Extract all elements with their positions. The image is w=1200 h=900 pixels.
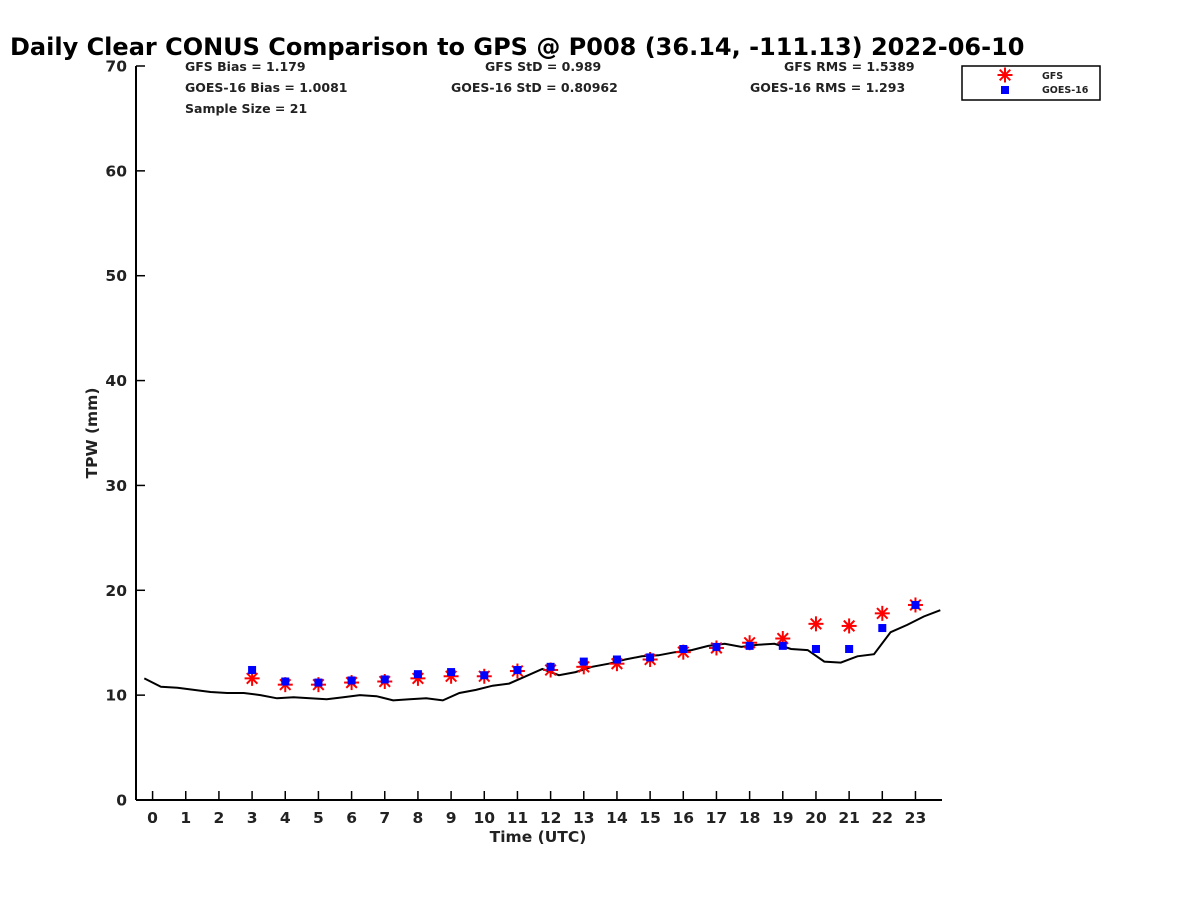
- x-axis-label: Time (UTC): [490, 828, 587, 846]
- x-tick-label: 0: [147, 809, 158, 827]
- goes-point: [646, 653, 655, 662]
- x-tick-label: 16: [672, 809, 694, 827]
- x-tick-label: 2: [214, 809, 225, 827]
- sample-size-stat: Sample Size = 21: [185, 101, 307, 116]
- goes-point: [911, 600, 920, 609]
- y-tick-label: 0: [116, 792, 127, 810]
- goes-point: [811, 645, 820, 654]
- goes-point: [579, 657, 588, 666]
- gfs-rms-stat: GFS RMS = 1.5389: [784, 59, 915, 74]
- goes-point: [745, 641, 754, 650]
- goes-point: [712, 642, 721, 651]
- goes-point: [413, 670, 422, 679]
- goes-bias-stat: GOES-16 Bias = 1.0081: [185, 80, 347, 95]
- gfs-std-stat: GFS StD = 0.989: [485, 59, 601, 74]
- x-tick-label: 3: [247, 809, 258, 827]
- x-tick-label: 17: [706, 809, 728, 827]
- goes-point: [612, 655, 621, 664]
- goes-point: [546, 662, 555, 671]
- goes-point: [447, 668, 456, 677]
- goes-point: [513, 665, 522, 674]
- gps-line: [143, 609, 941, 702]
- x-tick-label: 8: [413, 809, 424, 827]
- y-tick-label: 10: [105, 687, 127, 705]
- x-tick-label: 23: [905, 809, 927, 827]
- goes-point: [347, 676, 356, 685]
- gfs-point: [841, 618, 857, 634]
- legend-goes-label: GOES-16: [1042, 85, 1089, 96]
- y-tick-label: 70: [105, 58, 127, 76]
- stats-block: GFS Bias = 1.179 GOES-16 Bias = 1.0081 S…: [185, 59, 915, 116]
- goes-point: [778, 641, 787, 650]
- x-tick-label: 18: [739, 809, 761, 827]
- legend-gfs-label: GFS: [1042, 71, 1063, 82]
- gfs-point: [874, 605, 890, 621]
- x-tick-label: 6: [346, 809, 357, 827]
- gfs-point: [808, 616, 824, 632]
- y-tick-label: 30: [105, 477, 127, 495]
- x-tick-label: 9: [446, 809, 457, 827]
- x-tick-label: 4: [280, 809, 291, 827]
- x-tick-label: 5: [313, 809, 324, 827]
- goes-point: [314, 678, 323, 687]
- goes-rms-stat: GOES-16 RMS = 1.293: [750, 80, 905, 95]
- x-tick-label: 14: [606, 809, 628, 827]
- x-tick-label: 21: [838, 809, 860, 827]
- x-tick-label: 11: [507, 809, 529, 827]
- y-tick-label: 40: [105, 372, 127, 390]
- goes-point: [679, 645, 688, 654]
- goes-point: [480, 671, 489, 680]
- gfs-bias-stat: GFS Bias = 1.179: [185, 59, 306, 74]
- chart-title: Daily Clear CONUS Comparison to GPS @ P0…: [10, 33, 1024, 61]
- x-tick-label: 12: [540, 809, 562, 827]
- x-tick-label: 13: [573, 809, 595, 827]
- x-tick-label: 20: [805, 809, 827, 827]
- legend-gfs-marker: [997, 67, 1013, 83]
- x-tick-label: 7: [379, 809, 390, 827]
- legend: GFS GOES-16: [961, 65, 1101, 101]
- goes-point: [248, 665, 257, 674]
- goes-point: [878, 624, 887, 633]
- x-tick-label: 19: [772, 809, 794, 827]
- goes-point: [281, 677, 290, 686]
- x-tick-label: 22: [872, 809, 894, 827]
- y-axis-label: TPW (mm): [83, 388, 101, 479]
- legend-goes-marker: [1001, 86, 1009, 94]
- x-tick-label: 10: [473, 809, 495, 827]
- series-layer: [143, 597, 941, 702]
- goes-std-stat: GOES-16 StD = 0.80962: [451, 80, 618, 95]
- x-tick-label: 1: [180, 809, 191, 827]
- legend-gfs-asterisk: [997, 67, 1013, 83]
- y-tick-label: 60: [105, 162, 127, 180]
- y-tick-label: 20: [105, 582, 127, 600]
- goes-point: [845, 645, 854, 654]
- legend-box: [961, 65, 1101, 101]
- x-tick-label: 15: [639, 809, 661, 827]
- goes-point: [380, 675, 389, 684]
- y-tick-label: 50: [105, 267, 127, 285]
